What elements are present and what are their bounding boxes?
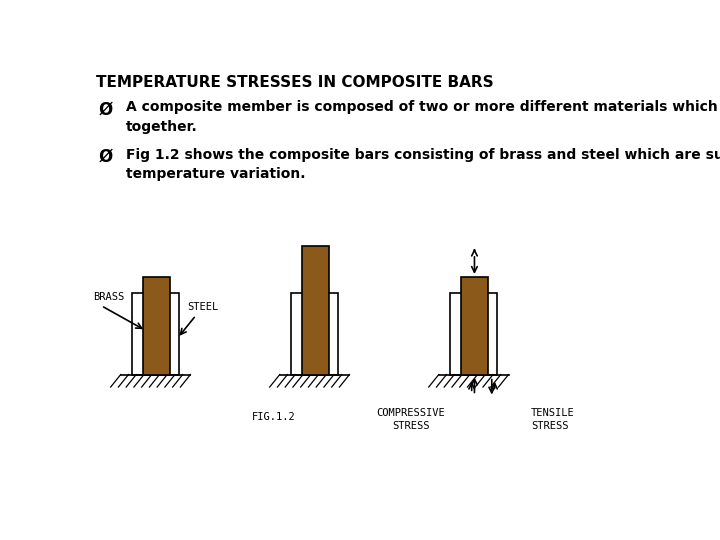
Text: TENSILE
STRESS: TENSILE STRESS [531,408,575,431]
Text: Fig 1.2 shows the composite bars consisting of brass and steel which are subject: Fig 1.2 shows the composite bars consist… [126,148,720,181]
Text: Ø: Ø [99,148,112,166]
Text: STEEL: STEEL [188,302,219,312]
Text: BRASS: BRASS [93,292,124,302]
Text: Ø: Ø [99,100,112,118]
Text: A composite member is composed of two or more different materials which are join: A composite member is composed of two or… [126,100,720,133]
Bar [143,277,170,375]
Bar [450,294,498,375]
Bar [302,246,329,375]
Bar [132,294,179,375]
Text: FIG.1.2: FIG.1.2 [252,412,296,422]
Bar [291,294,338,375]
Text: COMPRESSIVE
STRESS: COMPRESSIVE STRESS [377,408,445,431]
Bar [461,277,488,375]
Text: TEMPERATURE STRESSES IN COMPOSITE BARS: TEMPERATURE STRESSES IN COMPOSITE BARS [96,75,493,90]
